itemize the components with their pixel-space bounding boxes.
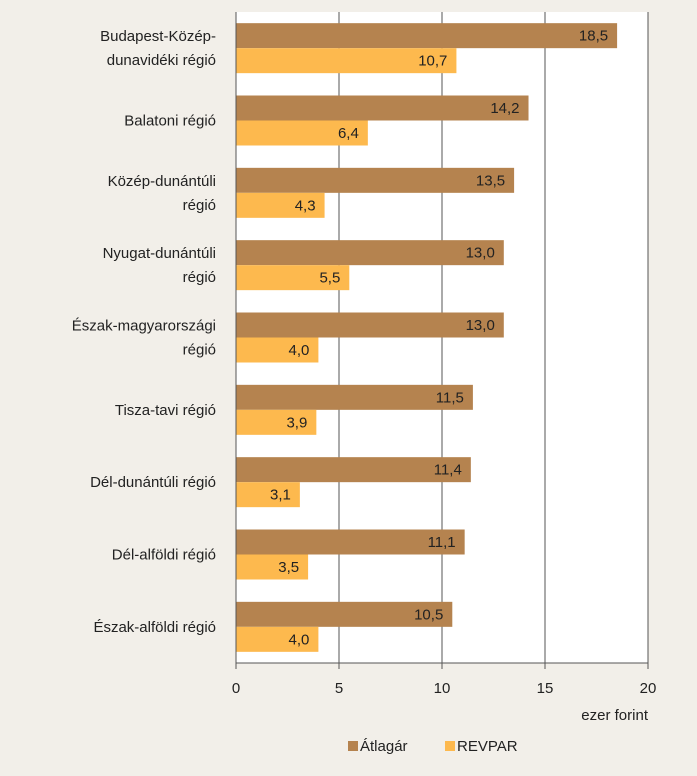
data-label: 4,3 — [295, 197, 316, 214]
bar-revpar — [236, 554, 309, 580]
bar-revpar — [236, 626, 319, 652]
bar-atlagar — [236, 529, 465, 555]
category-label: Balatoni régió — [124, 113, 216, 130]
bar-revpar — [236, 192, 325, 218]
legend-label: Átlagár — [360, 738, 408, 755]
category-label: Közép-dunántúli régió — [108, 173, 216, 214]
category-label: Észak-alföldi régió — [93, 619, 216, 636]
x-tick-label: 10 — [434, 680, 451, 697]
legend-label: REVPAR — [457, 738, 518, 755]
data-label: 3,5 — [278, 559, 299, 576]
data-label: 11,1 — [428, 534, 456, 551]
x-tick-label: 15 — [537, 680, 554, 697]
legend-swatch-revpar — [445, 741, 455, 751]
bar-atlagar — [236, 384, 473, 410]
bar-revpar — [236, 482, 300, 508]
bar-atlagar — [236, 167, 515, 193]
category-label: Észak-magyarországi régió — [72, 318, 216, 359]
legend: Átlagár REVPAR — [348, 738, 518, 755]
data-label: 3,9 — [286, 414, 307, 431]
category-label: Budapest-Közép-dunavidéki régió — [100, 28, 216, 69]
data-label: 10,5 — [414, 606, 443, 623]
bar-revpar — [236, 265, 350, 291]
bars — [236, 23, 618, 652]
category-label: Nyugat-dunántúli régió — [103, 245, 216, 286]
x-tick-label: 20 — [640, 680, 657, 697]
bar-revpar — [236, 48, 457, 74]
bar-revpar — [236, 120, 368, 146]
data-label: 10,7 — [418, 53, 447, 70]
data-label: 6,4 — [338, 125, 359, 142]
category-label: Dél-alföldi régió — [112, 547, 216, 564]
bar-revpar — [236, 337, 319, 363]
data-label: 18,5 — [579, 28, 608, 45]
bar-atlagar — [236, 240, 504, 266]
data-label: 13,5 — [476, 172, 505, 189]
legend-swatch-atlagar — [348, 741, 358, 751]
category-label: Dél-dunántúli régió — [90, 474, 216, 491]
data-label: 13,0 — [466, 317, 495, 334]
data-label: 3,1 — [270, 487, 291, 504]
x-tick-label: 0 — [232, 680, 240, 697]
bar-revpar — [236, 409, 317, 435]
bar-atlagar — [236, 312, 504, 338]
data-label: 4,0 — [289, 631, 310, 648]
x-axis-unit-label: ezer forint — [581, 707, 649, 724]
x-axis: 0 5 10 15 20 — [232, 12, 657, 697]
x-tick-label: 5 — [335, 680, 343, 697]
data-label: 14,2 — [490, 100, 519, 117]
data-label: 5,5 — [319, 270, 340, 287]
category-labels: Budapest-Közép-dunavidéki régió Balatoni … — [72, 28, 216, 636]
data-label: 13,0 — [466, 245, 495, 262]
bar-atlagar — [236, 601, 453, 627]
bar-atlagar — [236, 457, 471, 483]
data-label: 11,5 — [436, 389, 464, 406]
data-label: 4,0 — [289, 342, 310, 359]
category-label: Tisza-tavi régió — [115, 402, 216, 419]
data-labels: 18,5 10,7 14,2 6,4 13,5 4,3 13,0 5,5 13,0 4,0 11,5… — [270, 28, 608, 649]
bar-atlagar — [236, 95, 529, 121]
bar-atlagar — [236, 23, 618, 49]
data-label: 11,4 — [434, 462, 462, 479]
